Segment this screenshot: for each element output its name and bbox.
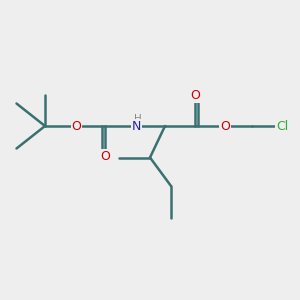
Text: O: O [220,119,230,133]
Text: O: O [100,150,110,164]
Text: O: O [190,88,200,102]
Text: O: O [72,119,81,133]
Text: Cl: Cl [276,119,288,133]
Text: H: H [134,113,142,124]
Text: N: N [132,119,141,133]
